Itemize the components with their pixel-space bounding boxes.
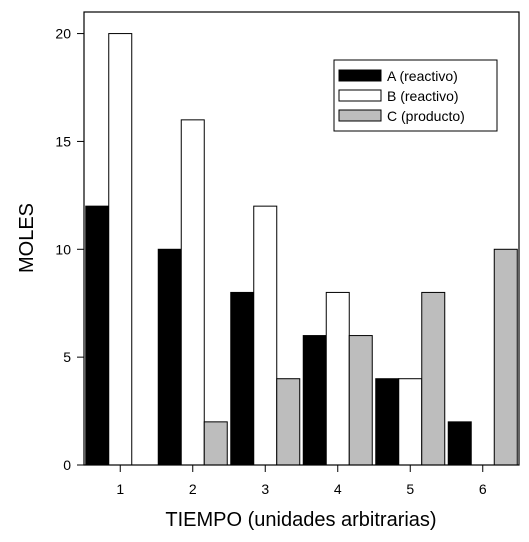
x-tick-label: 6 (479, 481, 487, 497)
ticks-group: 0 5 10 15 20 1 2 3 4 5 6 (55, 26, 486, 497)
bar-series-2-cat-2 (180, 119, 205, 466)
bar-series-2-cat-3 (253, 205, 278, 466)
x-tick-label: 1 (116, 481, 124, 497)
legend-swatch (338, 89, 382, 102)
plot-frame (83, 11, 520, 466)
x-tick-label: 3 (261, 481, 269, 497)
bar-series-3-cat-5 (421, 291, 446, 466)
y-axis-label: MOLES (16, 203, 38, 273)
axes-group (83, 11, 520, 466)
bar-series-1-cat-1 (85, 205, 110, 466)
bar-series-3-cat-6 (493, 248, 518, 466)
bar-series-3-cat-3 (276, 378, 301, 466)
legend-label: B (reactivo) (387, 88, 459, 104)
x-tick-label: 4 (334, 481, 342, 497)
bar-series-1-cat-5 (375, 378, 400, 466)
legend-label: A (reactivo) (387, 68, 458, 84)
y-tick-label: 0 (63, 457, 71, 473)
legend-swatch (338, 109, 382, 122)
x-axis-label: TIEMPO (unidades arbitrarias) (165, 509, 436, 531)
y-tick-label: 10 (55, 241, 71, 257)
y-tick-label: 5 (63, 349, 71, 365)
bar-series-1-cat-3 (230, 291, 255, 466)
legend-label: C (producto) (387, 108, 465, 124)
bar-series-3-cat-2 (203, 421, 228, 466)
bars-group (85, 33, 518, 466)
y-tick-label: 20 (55, 26, 71, 42)
bar-series-1-cat-2 (157, 248, 182, 466)
x-tick-label: 5 (406, 481, 414, 497)
bar-series-2-cat-1 (108, 33, 133, 466)
legend-swatch (338, 69, 382, 82)
legend: A (reactivo) B (reactivo) C (producto) (333, 59, 498, 132)
y-tick-label: 15 (55, 133, 71, 149)
bar-series-1-cat-4 (302, 335, 327, 466)
x-tick-label: 2 (189, 481, 197, 497)
bar-series-2-cat-5 (398, 378, 423, 466)
bar-series-2-cat-4 (325, 291, 350, 466)
bar-series-3-cat-4 (348, 335, 373, 466)
bar-series-1-cat-6 (447, 421, 472, 466)
